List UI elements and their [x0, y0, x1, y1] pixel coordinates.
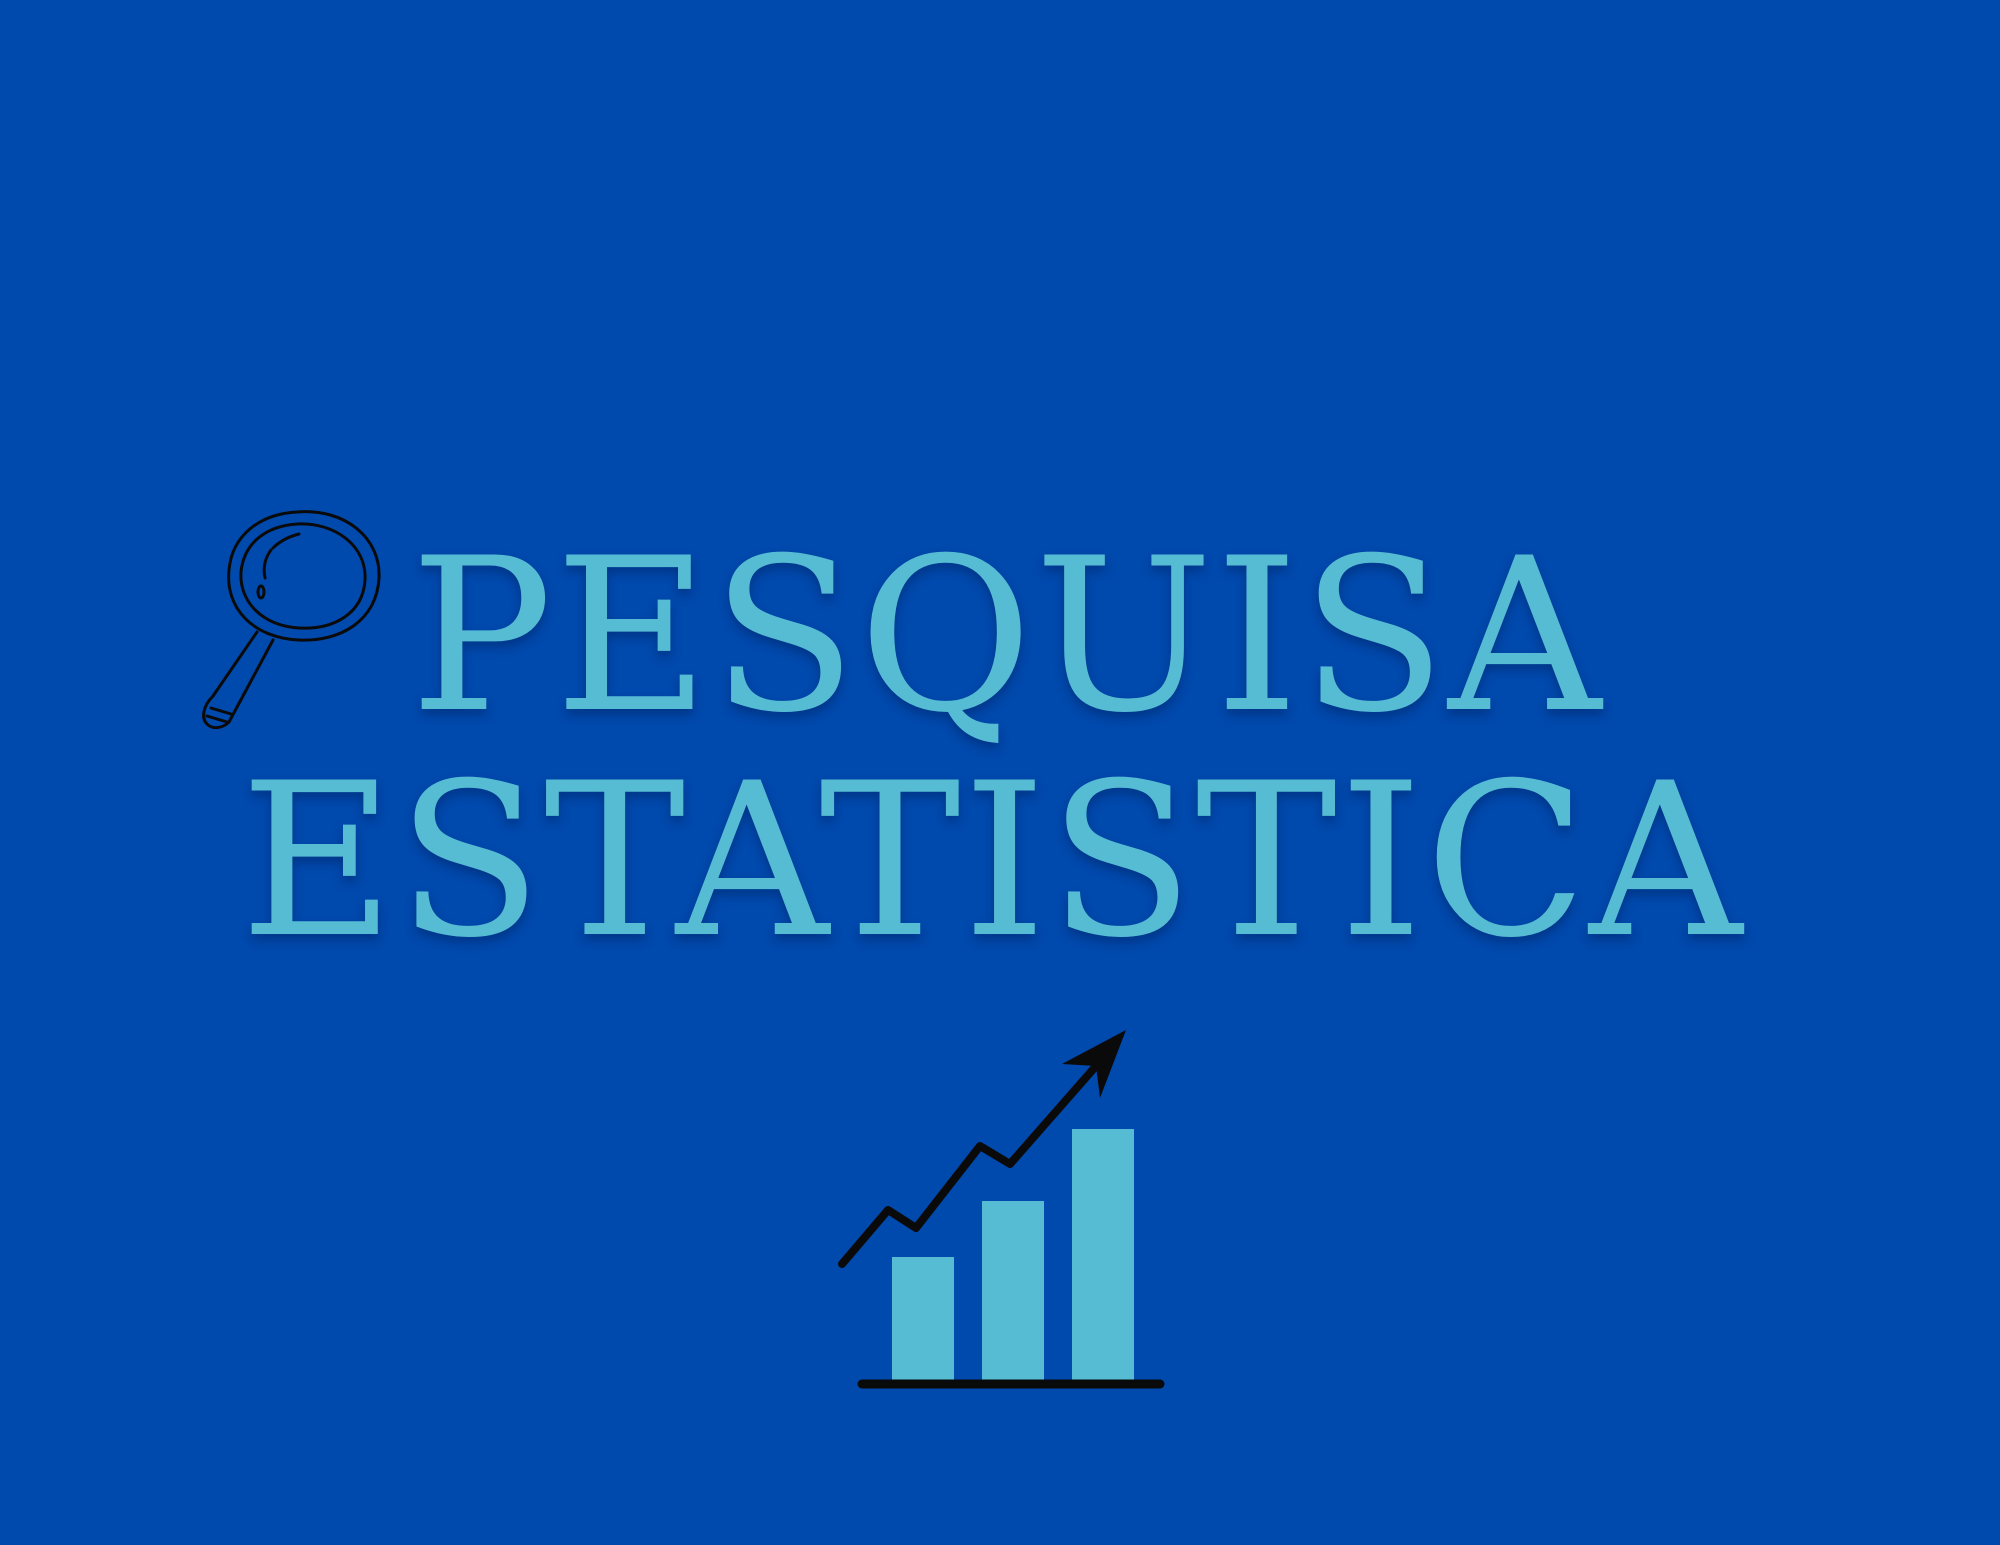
growth-bar-3	[1072, 1129, 1134, 1380]
magnifier-icon	[202, 510, 381, 730]
trend-arrow-line	[838, 1062, 1100, 1268]
growth-bar-2	[982, 1201, 1044, 1380]
growth-chart-icon	[838, 1030, 1165, 1389]
trend-arrowhead	[1062, 1030, 1126, 1098]
title-line-estatistica: ESTATISTICA	[240, 737, 1745, 984]
title-line-pesquisa: PESQUISA	[410, 512, 1604, 759]
growth-bar-1	[892, 1257, 954, 1380]
